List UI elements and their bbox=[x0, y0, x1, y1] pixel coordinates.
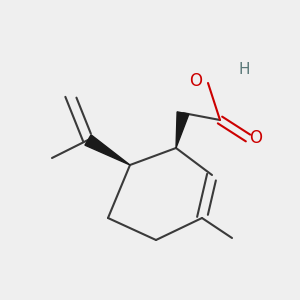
Polygon shape bbox=[85, 135, 130, 165]
Text: O: O bbox=[189, 72, 202, 90]
Polygon shape bbox=[176, 112, 189, 148]
Text: H: H bbox=[239, 62, 250, 77]
Text: O: O bbox=[250, 129, 262, 147]
